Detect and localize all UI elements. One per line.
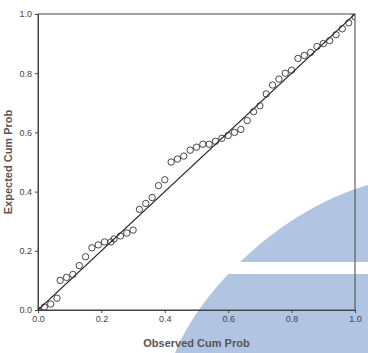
- point: [326, 37, 332, 43]
- tick-mark: [35, 132, 38, 133]
- tick-label: 0.0: [32, 314, 45, 324]
- point: [339, 26, 345, 32]
- x-axis: 0.0 0.2 0.4 0.6 0.8 1.0: [32, 310, 362, 324]
- tick-mark: [165, 310, 166, 313]
- point: [263, 91, 269, 97]
- point: [187, 147, 193, 153]
- reference-line: [38, 14, 355, 310]
- tick-mark: [228, 310, 229, 313]
- point: [244, 117, 250, 123]
- point: [193, 144, 199, 150]
- point: [130, 227, 136, 233]
- point: [82, 254, 88, 260]
- point: [200, 141, 206, 147]
- point: [117, 233, 123, 239]
- tick: 0.6: [19, 128, 38, 138]
- point: [314, 43, 320, 49]
- point: [352, 14, 355, 20]
- point: [143, 200, 149, 206]
- point: [301, 52, 307, 58]
- tick-label: 0.6: [19, 128, 32, 138]
- point: [181, 153, 187, 159]
- tick-label: 0.0: [19, 305, 32, 315]
- tick: 0.8: [19, 69, 38, 79]
- y-axis: 0.0 0.2 0.4 0.6 0.8 1.0: [19, 9, 38, 315]
- tick: 0.8: [286, 310, 299, 324]
- point: [295, 55, 301, 61]
- tick: 0.4: [19, 187, 38, 197]
- point: [250, 108, 256, 114]
- point: [333, 32, 339, 38]
- point: [111, 236, 117, 242]
- tick: 0.6: [222, 310, 235, 324]
- background-shape: [175, 185, 368, 353]
- point: [320, 40, 326, 46]
- point: [124, 230, 130, 236]
- plot-frame: [38, 14, 355, 310]
- point: [288, 67, 294, 73]
- point: [212, 138, 218, 144]
- point: [231, 129, 237, 135]
- point: [162, 177, 168, 183]
- point: [70, 271, 76, 277]
- point: [63, 274, 69, 280]
- point: [54, 295, 60, 301]
- point: [276, 76, 282, 82]
- point: [168, 159, 174, 165]
- plot: 0.0 0.2 0.4 0.6 0.8 1.0 0.0 0.2 0.4 0.6 0.8 1.0: [19, 9, 361, 324]
- point: [76, 262, 82, 268]
- tick: 0.2: [19, 246, 38, 256]
- tick-label: 0.8: [286, 314, 299, 324]
- tick-mark: [292, 310, 293, 313]
- tick-label: 0.8: [19, 69, 32, 79]
- tick: 0.4: [159, 310, 172, 324]
- point: [47, 301, 53, 307]
- point: [307, 49, 313, 55]
- tick-label: 0.4: [19, 187, 32, 197]
- marks: [38, 14, 355, 310]
- tick-label: 1.0: [19, 9, 32, 19]
- point: [95, 242, 101, 248]
- tick-label: 0.2: [96, 314, 109, 324]
- tick-label: 0.6: [222, 314, 235, 324]
- point: [219, 135, 225, 141]
- tick-label: 1.0: [349, 314, 362, 324]
- point: [57, 277, 63, 283]
- point: [41, 304, 47, 310]
- tick-mark: [35, 251, 38, 252]
- chart: 0.0 0.2 0.4 0.6 0.8 1.0 0.0 0.2 0.4 0.6 0.8 1.0 Obse…: [0, 0, 368, 353]
- x-axis-title: Observed Cum Prob: [143, 337, 250, 349]
- point: [282, 70, 288, 76]
- point: [206, 141, 212, 147]
- tick: 1.0: [19, 9, 38, 19]
- tick-mark: [35, 310, 38, 311]
- point: [155, 182, 161, 188]
- tick-label: 0.2: [19, 246, 32, 256]
- axis-line: [39, 311, 356, 314]
- tick: 0.0: [32, 310, 45, 324]
- point: [225, 132, 231, 138]
- point: [89, 245, 95, 251]
- tick-mark: [35, 14, 38, 15]
- point: [257, 103, 263, 109]
- axis-line: [35, 15, 39, 311]
- point: [101, 239, 107, 245]
- y-axis-title: Expected Cum Prob: [2, 109, 14, 214]
- tick: 0.0: [19, 305, 38, 315]
- point: [269, 82, 275, 88]
- point: [345, 20, 351, 26]
- tick: 0.2: [96, 310, 109, 324]
- tick-mark: [101, 310, 102, 313]
- tick-label: 0.4: [159, 314, 172, 324]
- point: [174, 156, 180, 162]
- background-band: [175, 262, 368, 274]
- tick-mark: [35, 73, 38, 74]
- tick-mark: [355, 310, 356, 313]
- tick: 1.0: [349, 310, 362, 324]
- point: [136, 206, 142, 212]
- point: [149, 194, 155, 200]
- point: [238, 126, 244, 132]
- tick-mark: [35, 192, 38, 193]
